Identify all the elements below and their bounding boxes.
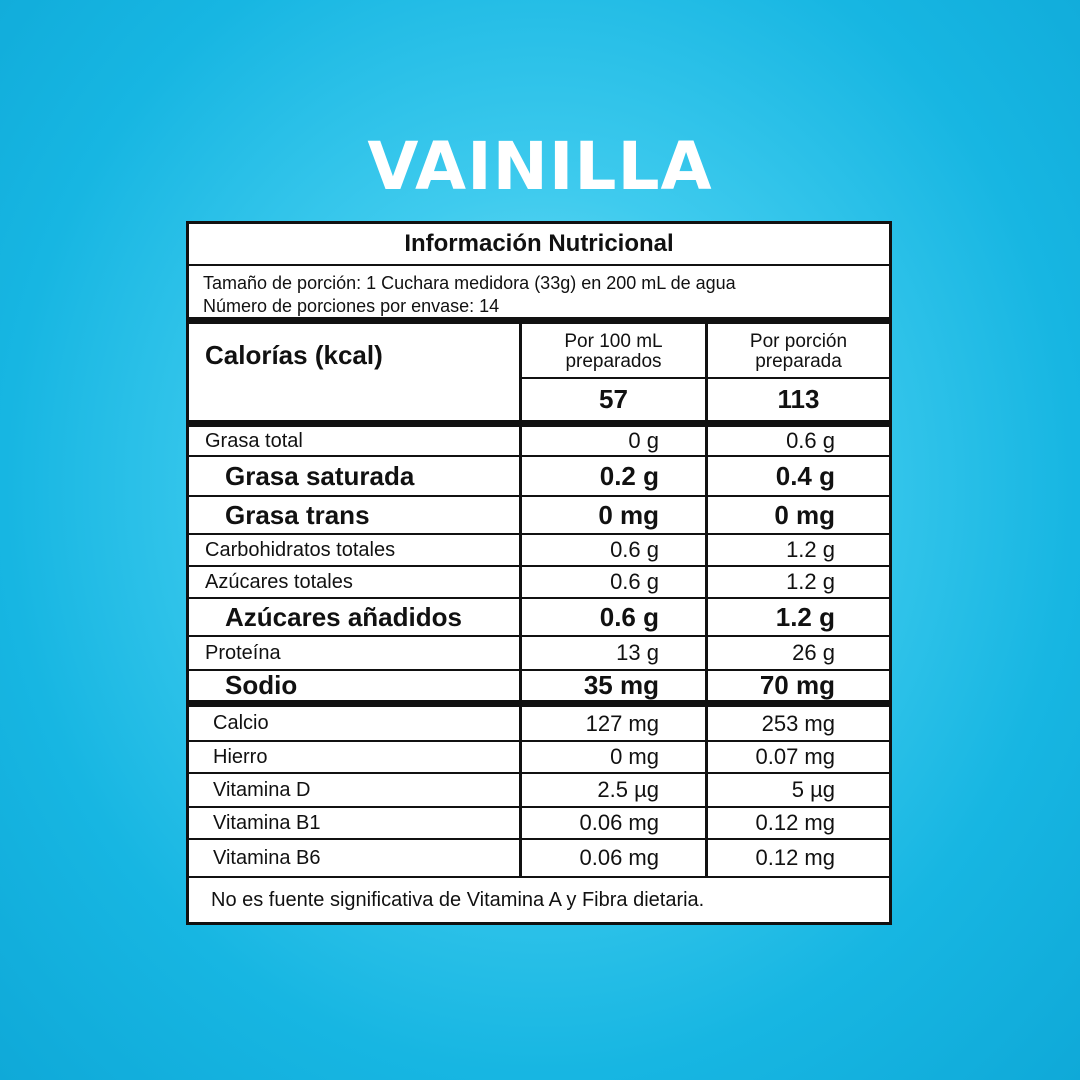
micronutrient-rows: Calcio 127 mg 253 mg Hierro 0 mg 0.07 mg V… — [189, 707, 889, 878]
nutrient-row: Proteína 13 g 26 g — [189, 637, 889, 671]
value-per-serving: 0 mg — [705, 497, 889, 533]
nutrient-name: Sodio — [225, 670, 298, 700]
label-heading: Información Nutricional — [189, 224, 889, 266]
col2: Por porción preparada 113 — [705, 324, 889, 420]
value-per-100ml: 0.2 g — [519, 457, 705, 495]
value-per-serving: 1.2 g — [705, 567, 889, 597]
value-per-100ml: 35 mg — [519, 670, 705, 700]
nutrient-name: Proteína — [205, 641, 281, 664]
nutrient-rows: Grasa total 0 g 0.6 g Grasa saturada 0.2 … — [189, 427, 889, 707]
nutrient-row: Hierro 0 mg 0.07 mg — [189, 742, 889, 774]
value-per-serving: 0.6 g — [705, 427, 889, 455]
calories-row: Calorías (kcal) Por 100 mL preparados 57… — [189, 324, 889, 427]
nutrient-name: Calcio — [213, 712, 269, 734]
value-per-100ml: 127 mg — [519, 707, 705, 740]
nutrient-name: Vitamina B1 — [213, 811, 321, 834]
nutrient-name: Azúcares añadidos — [225, 601, 462, 632]
value-per-100ml: 2.5 µg — [519, 774, 705, 806]
value-per-100ml: 13 g — [519, 637, 705, 669]
serving-info: Tamaño de porción: 1 Cuchara medidora (3… — [189, 266, 889, 324]
value-per-serving: 1.2 g — [705, 535, 889, 565]
value-per-100ml: 0 mg — [519, 742, 705, 772]
value-per-100ml: 0.6 g — [519, 567, 705, 597]
nutrient-name: Hierro — [213, 745, 268, 768]
nutrient-row: Grasa saturada 0.2 g 0.4 g — [189, 457, 889, 497]
nutrient-row: Vitamina B1 0.06 mg 0.12 mg — [189, 808, 889, 840]
nutrient-name: Grasa total — [205, 429, 303, 452]
nutrition-label: Información Nutricional Tamaño de porció… — [186, 221, 892, 925]
nutrient-row: Azúcares añadidos 0.6 g 1.2 g — [189, 599, 889, 637]
nutrient-name: Vitamina D — [213, 778, 311, 801]
value-per-serving: 0.12 mg — [705, 808, 889, 838]
product-title: VAINILLA — [367, 128, 713, 205]
nutrient-row: Grasa total 0 g 0.6 g — [189, 427, 889, 457]
value-per-100ml: 0.6 g — [519, 535, 705, 565]
nutrient-row: Sodio 35 mg 70 mg — [189, 670, 889, 707]
value-per-serving: 0.12 mg — [705, 840, 889, 876]
nutrient-row: Calcio 127 mg 253 mg — [189, 707, 889, 742]
value-per-serving: 26 g — [705, 637, 889, 669]
col1-header: Por 100 mL preparados — [522, 324, 705, 379]
value-per-100ml: 0.6 g — [519, 599, 705, 635]
value-per-serving: 5 µg — [705, 774, 889, 806]
value-per-100ml: 0 g — [519, 427, 705, 455]
nutrient-name: Grasa trans — [225, 499, 370, 530]
serving-size: Tamaño de porción: 1 Cuchara medidora (3… — [203, 273, 736, 293]
nutrient-name: Carbohidratos totales — [205, 538, 396, 561]
nutrient-name: Grasa saturada — [225, 460, 415, 491]
nutrient-name: Vitamina B6 — [213, 846, 321, 869]
value-per-100ml: 0 mg — [519, 497, 705, 533]
value-per-100ml: 0.06 mg — [519, 808, 705, 838]
servings-per-container: Número de porciones por envase: 14 — [203, 296, 500, 316]
value-per-serving: 0.07 mg — [705, 742, 889, 772]
nutrient-name: Azúcares totales — [205, 570, 353, 593]
nutrient-row: Vitamina D 2.5 µg 5 µg — [189, 774, 889, 808]
nutrient-row: Grasa trans 0 mg 0 mg — [189, 497, 889, 535]
calories-col1: 57 — [599, 384, 628, 414]
calories-label: Calorías (kcal) — [205, 340, 383, 370]
value-per-100ml: 0.06 mg — [519, 840, 705, 876]
col2-header: Por porción preparada — [708, 324, 889, 379]
value-per-serving: 1.2 g — [705, 599, 889, 635]
calories-col2: 113 — [777, 384, 820, 414]
value-per-serving: 70 mg — [705, 670, 889, 700]
value-per-serving: 253 mg — [705, 707, 889, 740]
footnote: No es fuente significativa de Vitamina A… — [211, 888, 705, 911]
nutrient-row: Vitamina B6 0.06 mg 0.12 mg — [189, 840, 889, 878]
nutrient-row: Carbohidratos totales 0.6 g 1.2 g — [189, 535, 889, 567]
value-per-serving: 0.4 g — [705, 457, 889, 495]
nutrient-row: Azúcares totales 0.6 g 1.2 g — [189, 567, 889, 599]
col1: Por 100 mL preparados 57 — [519, 324, 705, 420]
